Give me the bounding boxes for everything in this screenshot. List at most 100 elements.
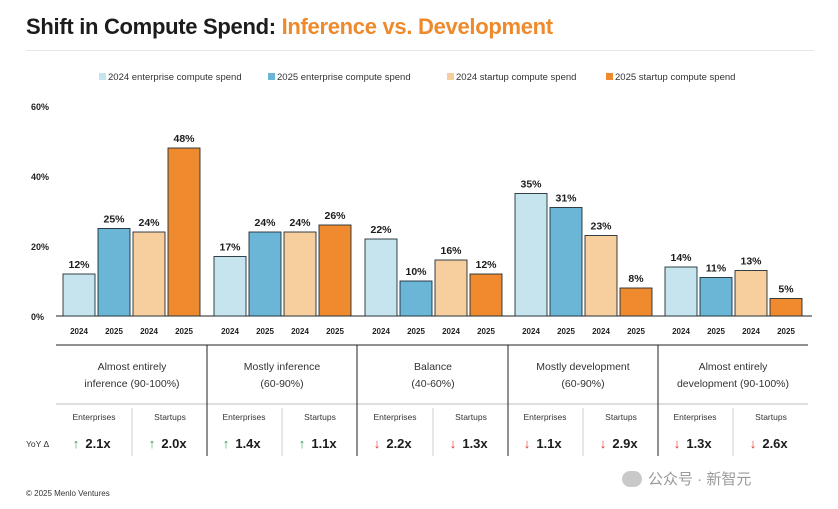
yoy-value: 2.1x <box>85 436 111 451</box>
yoy-value: 1.1x <box>311 436 337 451</box>
x-year-label: 2025 <box>627 327 645 336</box>
bar-4-2 <box>549 207 583 317</box>
data-label: 12% <box>68 259 90 271</box>
y-tick-label: 60% <box>31 102 49 112</box>
up-arrow-icon: ↑ <box>299 436 306 451</box>
data-label: 17% <box>219 242 241 254</box>
down-arrow-icon: ↓ <box>750 436 757 451</box>
bar-3-2 <box>399 280 433 317</box>
data-label: 22% <box>370 224 392 236</box>
bar-5-1 <box>664 266 698 317</box>
x-year-label: 2024 <box>372 327 390 336</box>
x-year-label: 2025 <box>707 327 725 336</box>
up-arrow-icon: ↑ <box>149 436 156 451</box>
x-year-label: 2025 <box>326 327 344 336</box>
x-year-label: 2025 <box>557 327 575 336</box>
data-label: 16% <box>440 245 462 257</box>
y-tick-label: 20% <box>31 242 49 252</box>
data-label: 24% <box>289 217 311 229</box>
watermark-text: 公众号 · 新智元 <box>648 471 752 488</box>
group-label-line1: Mostly development <box>536 361 629 373</box>
copyright-text: © 2025 Menlo Ventures <box>26 489 110 498</box>
title-divider <box>26 50 814 51</box>
bar-5-2 <box>699 277 733 317</box>
legend-swatch-3 <box>447 73 454 80</box>
data-label: 5% <box>778 284 794 296</box>
down-arrow-icon: ↓ <box>674 436 681 451</box>
x-year-label: 2024 <box>522 327 540 336</box>
chart-title-part1: Shift in Compute Spend: <box>26 14 276 39</box>
yoy-value: 1.3x <box>686 436 712 451</box>
x-year-label: 2025 <box>777 327 795 336</box>
sub-header-label: Enterprises <box>223 412 266 422</box>
bar-4-3 <box>584 235 618 317</box>
sub-header-label: Startups <box>755 412 787 422</box>
down-arrow-icon: ↓ <box>374 436 381 451</box>
down-arrow-icon: ↓ <box>524 436 531 451</box>
bar-1-3 <box>132 231 166 317</box>
sub-header-label: Enterprises <box>73 412 116 422</box>
yoy-value: 2.9x <box>612 436 638 451</box>
x-year-label: 2024 <box>221 327 239 336</box>
x-year-label: 2025 <box>105 327 123 336</box>
x-year-label: 2025 <box>175 327 193 336</box>
yoy-row-label: YoY Δ <box>26 439 49 449</box>
data-label: 24% <box>254 217 276 229</box>
y-tick-label: 40% <box>31 172 49 182</box>
group-label-line1: Balance <box>414 361 452 373</box>
bar-1-2 <box>97 228 131 317</box>
bar-3-1 <box>364 238 398 317</box>
up-arrow-icon: ↑ <box>223 436 230 451</box>
group-label-line2: (60-90%) <box>260 378 303 390</box>
bar-4-4 <box>619 287 653 317</box>
legend-swatch-2 <box>268 73 275 80</box>
chart-title: Shift in Compute Spend: Inference vs. De… <box>26 14 553 40</box>
group-label-line1: Almost entirely <box>98 361 168 373</box>
x-year-label: 2024 <box>442 327 460 336</box>
group-label-line2: development (90-100%) <box>677 378 789 390</box>
up-arrow-icon: ↑ <box>73 436 80 451</box>
group-label-line2: (40-60%) <box>411 378 454 390</box>
data-label: 25% <box>103 214 125 226</box>
bar-3-3 <box>434 259 468 317</box>
bar-2-3 <box>283 231 317 317</box>
sub-header-label: Startups <box>154 412 186 422</box>
yoy-value: 2.2x <box>386 436 412 451</box>
legend-swatch-4 <box>606 73 613 80</box>
bar-4-1 <box>514 193 548 317</box>
data-label: 11% <box>706 263 727 275</box>
down-arrow-icon: ↓ <box>450 436 457 451</box>
sub-header-label: Startups <box>605 412 637 422</box>
x-year-label: 2025 <box>256 327 274 336</box>
chart-title-part2: Inference vs. Development <box>281 14 554 39</box>
down-arrow-icon: ↓ <box>600 436 607 451</box>
data-label: 14% <box>670 252 692 264</box>
data-label: 12% <box>475 259 497 271</box>
bar-3-4 <box>469 273 503 317</box>
data-label: 26% <box>324 210 346 222</box>
yoy-value: 1.3x <box>462 436 488 451</box>
data-label: 8% <box>628 273 644 285</box>
x-year-label: 2025 <box>477 327 495 336</box>
yoy-value: 1.4x <box>235 436 261 451</box>
x-year-label: 2024 <box>140 327 158 336</box>
data-label: 48% <box>173 133 195 145</box>
data-label: 24% <box>138 217 160 229</box>
bar-1-1 <box>62 273 96 317</box>
x-year-label: 2024 <box>291 327 309 336</box>
legend-label-1: 2024 enterprise compute spend <box>108 72 242 83</box>
sub-header-label: Enterprises <box>674 412 717 422</box>
legend-label-2: 2025 enterprise compute spend <box>277 72 411 83</box>
bar-2-2 <box>248 231 282 317</box>
legend-label-4: 2025 startup compute spend <box>615 72 735 83</box>
sub-header-label: Startups <box>455 412 487 422</box>
watermark: 公众号 · 新智元 <box>622 468 751 489</box>
bar-2-1 <box>213 256 247 317</box>
group-label-line1: Almost entirely <box>699 361 769 373</box>
data-label: 13% <box>740 256 762 268</box>
x-year-label: 2025 <box>407 327 425 336</box>
group-label-line1: Mostly inference <box>244 361 321 373</box>
bar-1-4 <box>167 147 201 317</box>
wechat-logo-icon <box>622 470 642 487</box>
